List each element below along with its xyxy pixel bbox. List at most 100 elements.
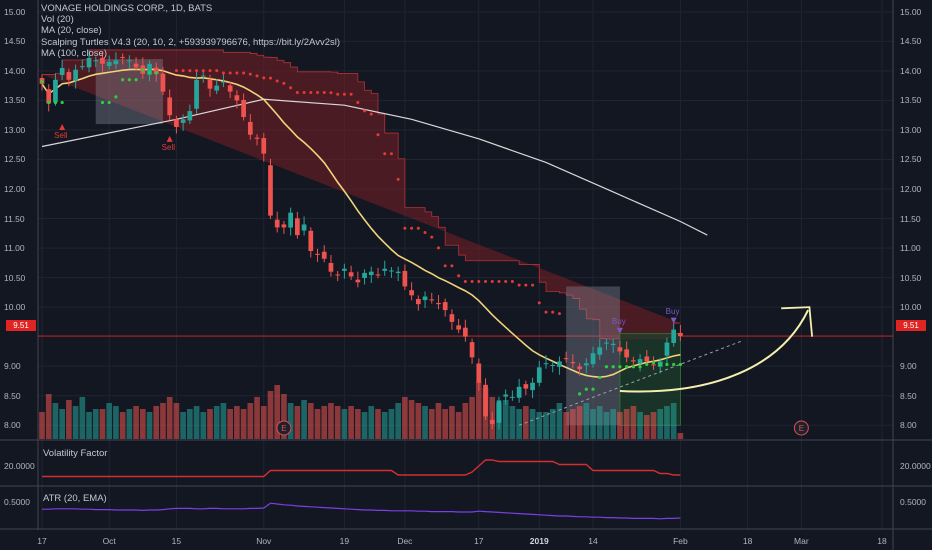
volume-bar bbox=[536, 412, 543, 439]
price-tick: 11.00 bbox=[900, 243, 921, 254]
channel-band bbox=[42, 49, 681, 340]
volume-bar bbox=[583, 403, 590, 439]
volume-bar bbox=[610, 409, 617, 439]
legend-ma100[interactable]: MA (100, close) bbox=[41, 47, 107, 59]
projection-arrowhead bbox=[781, 306, 814, 337]
candle-body bbox=[382, 268, 388, 271]
time-tick: 15 bbox=[171, 536, 182, 546]
volume-bar bbox=[543, 412, 549, 439]
stop-dot-green bbox=[40, 79, 44, 84]
volume-bar bbox=[368, 406, 375, 439]
candle-body bbox=[604, 342, 609, 344]
time-tick: 19 bbox=[339, 536, 350, 546]
candle-body bbox=[395, 271, 401, 274]
volume-bar bbox=[590, 409, 596, 439]
candle-body bbox=[227, 85, 233, 92]
earnings-label: E bbox=[799, 424, 804, 433]
volume-bar bbox=[408, 400, 415, 439]
volume-bar bbox=[361, 412, 368, 439]
volume-bar bbox=[650, 412, 657, 439]
earnings-label: E bbox=[281, 424, 286, 433]
time-tick: Dec bbox=[397, 536, 413, 546]
volume-bar bbox=[281, 394, 287, 439]
price-tick-left: 9.00 bbox=[4, 361, 21, 372]
volume-bar bbox=[207, 409, 213, 439]
volume-bar bbox=[576, 406, 583, 439]
stop-dot-green bbox=[638, 365, 642, 369]
stop-dot-red bbox=[363, 109, 367, 113]
candle-body bbox=[543, 363, 549, 365]
stop-dot-red bbox=[531, 283, 535, 287]
stop-dot-green bbox=[651, 360, 656, 365]
stop-dot-green bbox=[134, 78, 138, 82]
stop-dot-red bbox=[242, 71, 246, 75]
stop-dot-red bbox=[544, 310, 548, 314]
stop-dot-red bbox=[457, 274, 461, 278]
price-tick: 14.50 bbox=[900, 36, 922, 47]
signal-arrow bbox=[616, 327, 623, 334]
stop-dot-green bbox=[665, 362, 669, 367]
user-drawings[interactable] bbox=[518, 306, 814, 426]
time-tick: Mar bbox=[794, 536, 809, 546]
stop-dot-green bbox=[604, 365, 609, 369]
stop-dot-red bbox=[336, 92, 340, 96]
price-tick-left: 14.00 bbox=[4, 65, 26, 76]
candle-body bbox=[463, 327, 468, 337]
stop-dot-red bbox=[228, 71, 232, 75]
price-badge-left: 9.51 bbox=[6, 320, 36, 331]
stop-dot-red bbox=[396, 177, 400, 181]
stop-dot-green bbox=[598, 375, 602, 380]
stop-dot-red bbox=[510, 279, 514, 283]
time-tick: 18 bbox=[877, 536, 887, 546]
candle-body bbox=[436, 303, 441, 305]
stop-dot-red bbox=[524, 283, 528, 287]
volume-bar bbox=[677, 433, 684, 439]
volume-bar bbox=[274, 385, 281, 439]
stop-dot-red bbox=[484, 279, 488, 283]
candle-body bbox=[456, 325, 461, 330]
candle-body bbox=[355, 279, 361, 283]
stop-dot-red bbox=[369, 112, 373, 116]
legend-turtles[interactable]: Scalping Turtles V4.3 (20, 10, 2, +59393… bbox=[41, 36, 340, 48]
volume-bar bbox=[328, 403, 334, 439]
candle-body bbox=[678, 332, 683, 337]
volume-bar bbox=[160, 403, 166, 439]
volume-bar bbox=[153, 406, 160, 439]
stop-dot-red bbox=[403, 226, 407, 230]
candle-body bbox=[624, 349, 629, 358]
candle-body bbox=[550, 365, 556, 367]
candle-body bbox=[153, 67, 159, 74]
volume-bar bbox=[301, 400, 307, 439]
legend-vol[interactable]: Vol (20) bbox=[41, 14, 74, 26]
price-tick-left: 11.50 bbox=[4, 213, 25, 224]
stop-dot-red bbox=[551, 310, 555, 314]
volatility-pane-title[interactable]: Volatility Factor bbox=[43, 448, 108, 459]
price-tick-left: 12.00 bbox=[4, 184, 26, 195]
candle-body bbox=[368, 271, 374, 276]
legend-ma20[interactable]: MA (20, close) bbox=[41, 25, 102, 37]
volume-bar bbox=[630, 406, 637, 439]
atr-pane-title[interactable]: ATR (20, EMA) bbox=[43, 493, 107, 504]
symbol-title[interactable]: VONAGE HOLDINGS CORP., 1D, BATS bbox=[41, 3, 213, 14]
volume-bar bbox=[180, 412, 186, 439]
candle-body bbox=[207, 79, 213, 89]
stop-dot-red bbox=[329, 91, 333, 95]
volume-bar bbox=[435, 403, 442, 439]
candle-body bbox=[644, 356, 650, 362]
stop-dot-red bbox=[174, 69, 178, 73]
candle-body bbox=[73, 69, 78, 81]
candle-body bbox=[536, 367, 542, 383]
stop-dot-red bbox=[470, 279, 474, 283]
volume-bar bbox=[287, 403, 294, 439]
candle-body bbox=[180, 119, 186, 123]
candle-body bbox=[617, 347, 623, 352]
stop-dot-green bbox=[107, 100, 111, 105]
stop-dot-red bbox=[450, 264, 454, 268]
projection-arrow bbox=[619, 309, 809, 393]
volume-bar bbox=[52, 403, 59, 439]
stop-dot-green bbox=[47, 100, 51, 105]
volume-bar bbox=[381, 412, 388, 439]
volume-bar bbox=[657, 409, 664, 439]
volume-bar bbox=[502, 400, 509, 439]
candle-body bbox=[489, 419, 495, 425]
